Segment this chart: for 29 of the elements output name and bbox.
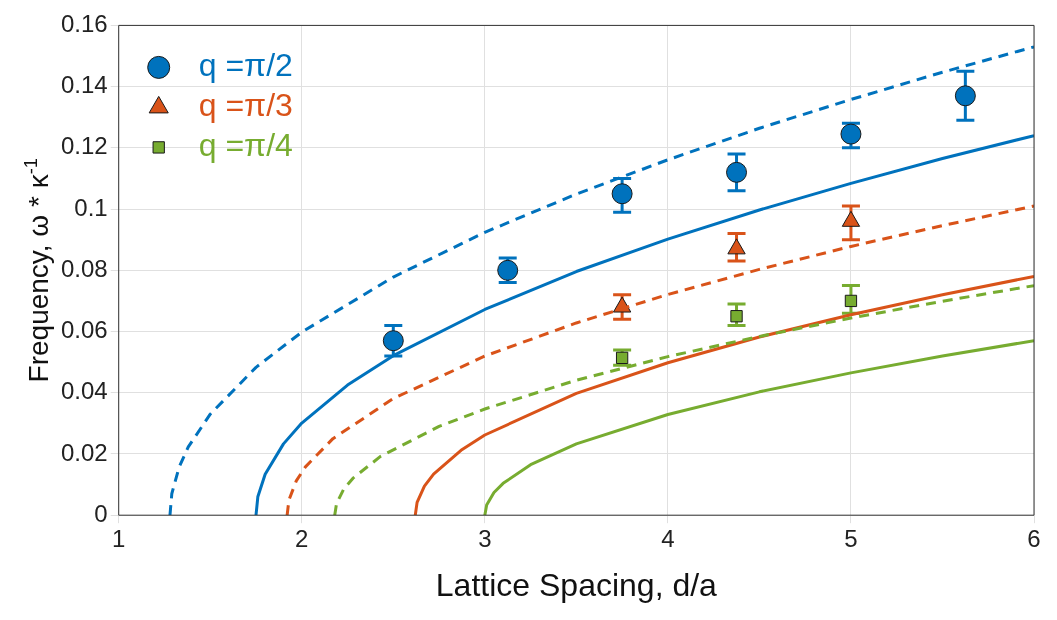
x-tick-label: 5 bbox=[844, 525, 858, 553]
point bbox=[730, 310, 743, 323]
x-tick-label: 6 bbox=[1027, 525, 1041, 553]
y-tick-label: 0.16 bbox=[60, 10, 108, 38]
x-tick-label: 2 bbox=[295, 525, 309, 553]
point bbox=[382, 330, 404, 352]
y-tick-label: 0.08 bbox=[60, 254, 108, 282]
x-tick-label: 4 bbox=[661, 525, 675, 553]
y-tick-label: 0.02 bbox=[60, 438, 108, 466]
y-tick-label: 0.12 bbox=[60, 132, 108, 160]
point bbox=[840, 123, 862, 145]
point bbox=[844, 294, 858, 308]
x-tick-label: 1 bbox=[112, 525, 126, 553]
y-tick-label: 0 bbox=[94, 499, 108, 527]
point bbox=[954, 85, 976, 107]
legend-label: q =π/2 bbox=[198, 47, 293, 84]
line-series bbox=[168, 45, 1034, 516]
y-tick-label: 0.1 bbox=[74, 193, 108, 221]
y-axis-title: Frequency, ω * κ-1 bbox=[20, 158, 54, 383]
x-axis-title: Lattice Spacing, d/a bbox=[435, 567, 718, 603]
x-tick-label: 3 bbox=[478, 525, 492, 553]
y-tick-label: 0.14 bbox=[60, 71, 108, 99]
line-series bbox=[285, 204, 1034, 516]
y-tick-label: 0.06 bbox=[60, 316, 108, 344]
legend-label: q =π/3 bbox=[198, 87, 293, 124]
point bbox=[611, 183, 633, 205]
point bbox=[726, 161, 748, 183]
legend-label: q =π/4 bbox=[198, 127, 293, 164]
y-tick-label: 0.04 bbox=[60, 377, 108, 405]
